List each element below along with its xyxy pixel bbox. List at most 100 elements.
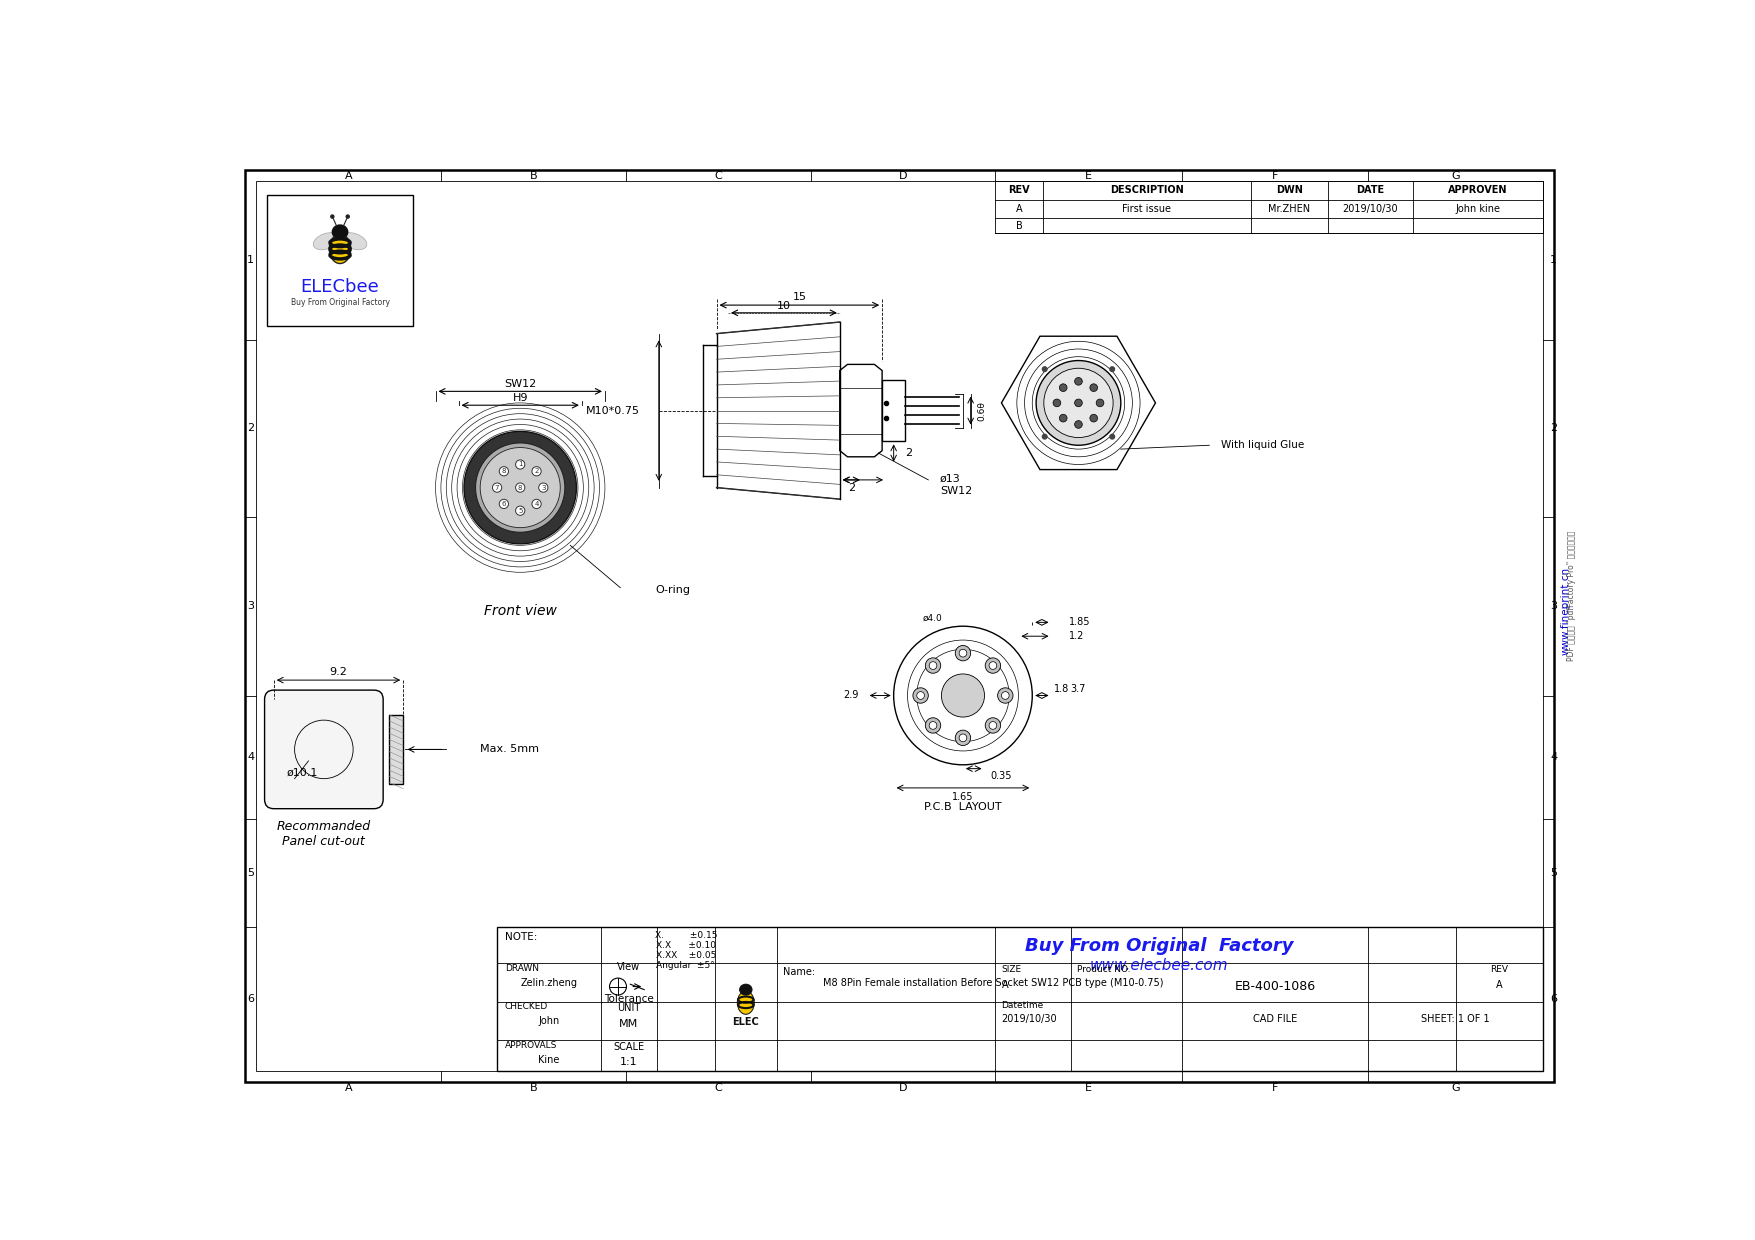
Text: 6: 6 [1550,994,1557,1004]
Bar [390,714,404,784]
Circle shape [960,734,967,742]
Circle shape [925,658,941,673]
Text: P.C.B  LAYOUT: P.C.B LAYOUT [925,802,1002,812]
Text: Buy From Original  Factory: Buy From Original Factory [1025,936,1293,955]
Circle shape [1002,692,1009,699]
Ellipse shape [739,985,751,994]
Circle shape [1042,434,1048,439]
Circle shape [516,460,525,469]
Circle shape [476,443,565,532]
Text: H9: H9 [512,393,528,403]
Circle shape [928,722,937,729]
Circle shape [1060,414,1067,422]
Text: 1.8: 1.8 [1055,684,1069,694]
Text: B: B [1016,221,1023,231]
Text: G: G [1451,171,1460,181]
Text: 1.65: 1.65 [953,792,974,802]
Text: 2019/10/30: 2019/10/30 [1343,205,1399,215]
Text: 4: 4 [1550,753,1557,763]
Text: SW12: SW12 [941,486,972,496]
Text: PDF 文件使用 "pdfFactory Pro" 试用版本创建: PDF 文件使用 "pdfFactory Pro" 试用版本创建 [1567,531,1576,661]
Text: 3: 3 [1550,601,1557,611]
Text: CHECKED: CHECKED [505,1002,548,1011]
Text: ELEC: ELEC [732,1017,760,1027]
Text: Panel cut-out: Panel cut-out [283,836,365,848]
Circle shape [516,482,525,492]
Circle shape [955,646,971,661]
Circle shape [916,692,925,699]
Text: C: C [714,1084,721,1094]
Text: SHEET: 1 OF 1: SHEET: 1 OF 1 [1422,1014,1490,1024]
Text: Buy From Original Factory: Buy From Original Factory [291,299,390,308]
Circle shape [481,448,560,528]
Text: Mr.ZHEN: Mr.ZHEN [1269,205,1311,215]
Text: 2: 2 [906,448,913,458]
Text: 1:1: 1:1 [620,1056,637,1066]
Circle shape [913,688,928,703]
Text: With liquid Glue: With liquid Glue [1221,440,1304,450]
Circle shape [1109,367,1114,372]
Text: B: B [530,1084,537,1094]
Text: 1: 1 [1550,255,1557,265]
Text: 3.7: 3.7 [1071,684,1086,694]
Text: A: A [1016,205,1023,215]
Text: DWN: DWN [1276,185,1302,196]
Text: John kine: John kine [1455,205,1501,215]
Circle shape [1074,377,1083,386]
Circle shape [925,718,941,733]
Text: D: D [899,171,907,181]
Circle shape [1074,420,1083,428]
Text: 2: 2 [1550,423,1557,433]
Text: A: A [344,1084,353,1094]
Circle shape [1053,399,1060,407]
Text: 4: 4 [534,501,539,507]
Ellipse shape [330,234,351,264]
Text: M10*0.75: M10*0.75 [586,405,639,415]
Text: 1: 1 [518,461,523,467]
Text: Name:: Name: [783,967,814,977]
Bar [497,926,1543,1071]
Circle shape [955,730,971,745]
Text: Kine: Kine [539,1055,560,1065]
Circle shape [498,500,509,508]
Text: A: A [1495,980,1502,990]
Text: 7: 7 [495,485,500,491]
Text: M8 8Pin Female installation Before Socket SW12 PCB type (M10-0.75): M8 8Pin Female installation Before Socke… [823,977,1164,988]
Text: View: View [618,962,641,972]
Circle shape [985,658,1000,673]
Circle shape [990,722,997,729]
Text: X.XX    ±0.05: X.XX ±0.05 [656,951,716,960]
Text: 6: 6 [247,994,254,1004]
Text: 0.6θ: 0.6θ [978,401,986,420]
Bar [883,379,906,441]
Text: First issue: First issue [1123,205,1172,215]
Text: E: E [1085,171,1092,181]
Circle shape [997,688,1013,703]
Text: APPROVEN: APPROVEN [1448,185,1508,196]
Circle shape [463,432,576,544]
Text: NOTE:: NOTE: [505,932,537,942]
Text: DESCRIPTION: DESCRIPTION [1111,185,1185,196]
Text: 0.35: 0.35 [992,771,1013,781]
Text: O-ring: O-ring [655,585,690,595]
FancyBboxPatch shape [265,691,383,808]
Text: 9.2: 9.2 [330,667,347,677]
Circle shape [532,500,541,508]
Circle shape [1109,434,1114,439]
Text: 2: 2 [534,469,539,474]
Circle shape [960,650,967,657]
Text: www.elecbee.com: www.elecbee.com [1090,957,1228,972]
Bar [995,181,1543,233]
Circle shape [1044,368,1113,438]
Text: Product NO.: Product NO. [1078,965,1130,975]
Text: 2.9: 2.9 [844,691,858,701]
Text: 5: 5 [1550,868,1557,878]
Text: 6: 6 [502,501,505,507]
Circle shape [532,466,541,476]
Circle shape [1090,414,1097,422]
Text: SCALE: SCALE [612,1042,644,1052]
Circle shape [1090,384,1097,392]
Circle shape [493,482,502,492]
Text: X.X      ±0.10: X.X ±0.10 [656,941,716,950]
Bar [267,195,412,326]
